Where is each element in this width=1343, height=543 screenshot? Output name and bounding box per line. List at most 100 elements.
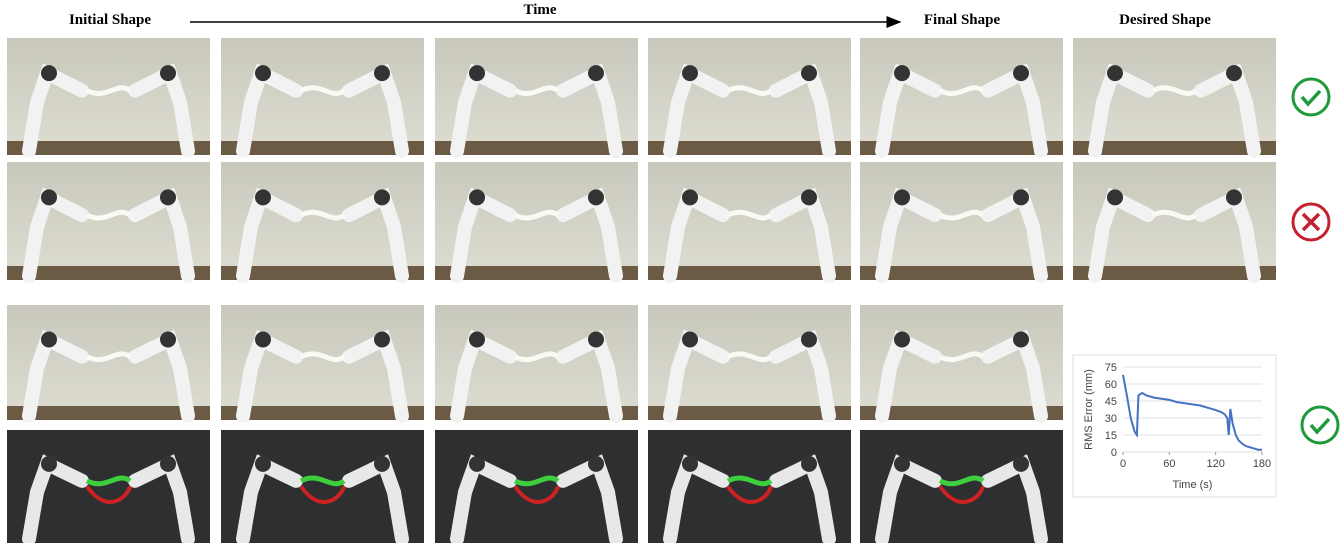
x-tick-label: 120 xyxy=(1206,458,1224,470)
robot-right xyxy=(342,63,409,158)
gripper xyxy=(682,189,698,206)
robot-right xyxy=(769,329,836,423)
gripper xyxy=(1226,189,1242,206)
robot-left xyxy=(663,187,730,283)
gripper xyxy=(682,455,698,472)
robot-right xyxy=(981,329,1048,423)
cable xyxy=(726,85,773,96)
gripper xyxy=(1013,455,1029,472)
gripper xyxy=(588,455,604,472)
robot-right xyxy=(769,187,836,283)
simulation-frame xyxy=(221,430,424,543)
header-label: Desired Shape xyxy=(1119,12,1211,28)
table xyxy=(648,266,851,280)
photo-frame xyxy=(1073,38,1276,158)
robot-left xyxy=(1088,63,1155,158)
table xyxy=(435,266,638,280)
gripper xyxy=(1226,65,1242,82)
robot-right xyxy=(128,329,195,423)
robot-left xyxy=(450,63,517,158)
x-tick-label: 60 xyxy=(1163,458,1175,470)
target-cable xyxy=(513,485,560,504)
gripper xyxy=(41,331,57,348)
gripper xyxy=(255,65,271,82)
table xyxy=(7,141,210,155)
header-label: Initial Shape xyxy=(69,12,151,28)
header-label: Time xyxy=(523,2,556,18)
robot-right xyxy=(342,187,409,283)
robot-left xyxy=(236,454,303,543)
robot-left xyxy=(22,187,89,283)
gripper xyxy=(1013,331,1029,348)
photo-frame xyxy=(435,305,638,423)
table xyxy=(648,141,851,155)
gripper xyxy=(41,189,57,206)
robot-right xyxy=(128,187,195,283)
simulation-frame xyxy=(7,430,210,543)
simulation-frame xyxy=(860,430,1063,543)
robot-right xyxy=(556,187,623,283)
cable xyxy=(726,209,773,221)
gripper xyxy=(1107,189,1123,206)
robot-left xyxy=(663,329,730,423)
y-axis-label: RMS Error (mm) xyxy=(1083,369,1095,450)
gripper xyxy=(469,331,485,348)
robot-right xyxy=(128,63,195,158)
simulation-frame xyxy=(648,430,851,543)
robot-right xyxy=(556,329,623,423)
robot-left xyxy=(1088,187,1155,283)
photo-frame xyxy=(7,38,210,158)
robot-right xyxy=(556,63,623,158)
gripper xyxy=(160,331,176,348)
gripper xyxy=(374,331,390,348)
cable xyxy=(299,209,346,221)
gripper xyxy=(801,331,817,348)
header-label: Final Shape xyxy=(924,12,1001,28)
gripper xyxy=(160,189,176,206)
photo-grid xyxy=(7,38,1276,543)
gripper xyxy=(374,189,390,206)
photo-frame xyxy=(648,162,851,283)
gripper xyxy=(1013,65,1029,82)
robot-left xyxy=(236,329,303,423)
gripper xyxy=(588,189,604,206)
gripper xyxy=(1013,189,1029,206)
photo-frame xyxy=(221,162,424,283)
y-tick-label: 0 xyxy=(1111,447,1117,459)
robot-right xyxy=(769,454,836,543)
gripper xyxy=(894,189,910,206)
y-tick-label: 75 xyxy=(1105,362,1117,374)
cable xyxy=(85,475,132,487)
table xyxy=(221,266,424,280)
robot-left xyxy=(663,454,730,543)
success-icon xyxy=(1300,405,1340,445)
gripper xyxy=(41,455,57,472)
gripper xyxy=(255,455,271,472)
chart: 0 15 30 45 60 75 0 60 120 180 Time (s) RMS Error (m… xyxy=(1083,362,1271,491)
gripper xyxy=(894,331,910,348)
table xyxy=(221,406,424,420)
gripper xyxy=(160,65,176,82)
robot-right xyxy=(981,187,1048,283)
target-cable xyxy=(938,485,985,504)
table xyxy=(7,406,210,420)
gripper xyxy=(374,65,390,82)
gripper xyxy=(894,65,910,82)
photo-frame xyxy=(860,305,1063,423)
robot-right xyxy=(128,454,195,543)
failure-icon xyxy=(1291,202,1331,242)
gripper xyxy=(255,331,271,348)
gripper xyxy=(801,65,817,82)
gripper xyxy=(682,331,698,348)
gripper xyxy=(469,455,485,472)
robot-right xyxy=(556,454,623,543)
x-tick-label: 0 xyxy=(1120,458,1126,470)
robot-right xyxy=(342,454,409,543)
gripper xyxy=(894,455,910,472)
cable xyxy=(1151,85,1198,96)
robot-left xyxy=(663,63,730,158)
chart-frame xyxy=(1072,354,1277,498)
table xyxy=(1073,266,1276,280)
cable xyxy=(1151,209,1198,221)
